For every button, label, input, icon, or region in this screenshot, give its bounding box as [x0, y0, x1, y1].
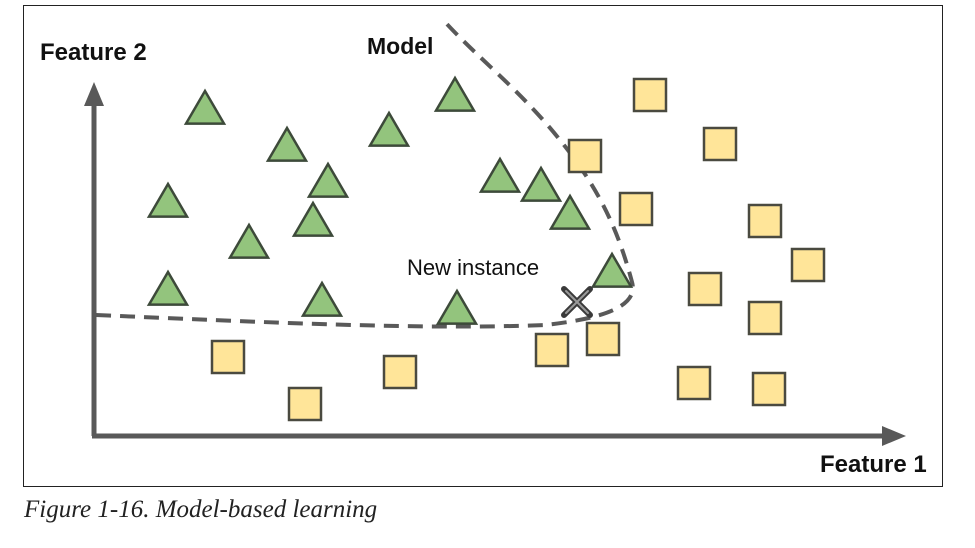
- square-instance: [567, 138, 603, 174]
- square-instance: [534, 332, 570, 368]
- y-axis-arrow-icon: [84, 82, 104, 106]
- triangle-instance: [183, 88, 227, 125]
- triangle-instance: [146, 181, 190, 218]
- triangle-instance: [590, 251, 634, 288]
- square-instance: [751, 371, 787, 407]
- model-decision-boundary: [95, 20, 635, 329]
- triangle-instance: [146, 269, 190, 306]
- square-instance: [747, 300, 783, 336]
- square-instance: [632, 77, 668, 113]
- triangle-instance: [265, 125, 309, 162]
- new-instance-label: New instance: [407, 255, 539, 280]
- square-instance: [618, 191, 654, 227]
- x-axis-label: Feature 1: [820, 451, 927, 478]
- square-instance: [287, 386, 323, 422]
- square-instance: [585, 321, 621, 357]
- square-instance: [747, 203, 783, 239]
- triangle-instance: [367, 110, 411, 147]
- triangle-instance: [519, 165, 563, 202]
- square-instance: [687, 271, 723, 307]
- triangle-instance: [548, 193, 592, 230]
- figure-frame: [23, 5, 943, 487]
- square-instance: [676, 365, 712, 401]
- x-axis-arrow-icon: [882, 426, 906, 446]
- class-b-squares: [210, 77, 826, 422]
- y-axis-label: Feature 2: [40, 39, 147, 66]
- triangle-instance: [300, 280, 344, 317]
- square-instance: [702, 126, 738, 162]
- triangle-instance: [478, 156, 522, 193]
- figure-caption: Figure 1-16. Model-based learning: [24, 496, 378, 523]
- class-a-triangles: [146, 75, 634, 325]
- triangle-instance: [291, 200, 335, 237]
- model-label: Model: [367, 33, 433, 59]
- triangle-instance: [435, 288, 479, 325]
- square-instance: [382, 354, 418, 390]
- square-instance: [210, 339, 246, 375]
- square-instance: [790, 247, 826, 283]
- new-instance-x-cross-icon: [561, 286, 593, 318]
- triangle-instance: [306, 161, 350, 198]
- triangle-instance: [227, 222, 271, 259]
- axes: [84, 82, 906, 446]
- triangle-instance: [433, 75, 477, 112]
